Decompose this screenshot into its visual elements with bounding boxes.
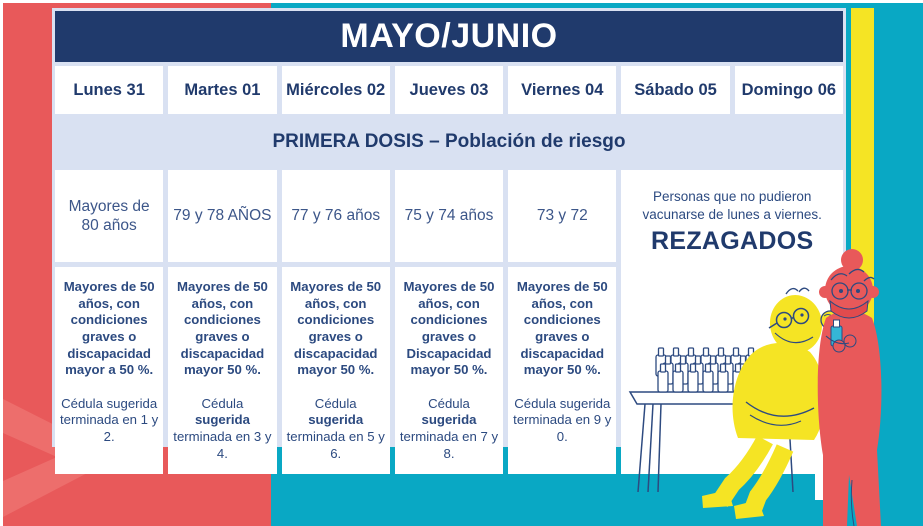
day-header-lunes: Lunes 31 (55, 66, 164, 114)
age-group-cell: 75 y 74 años (394, 170, 504, 262)
day-header-domingo: Domingo 06 (734, 66, 843, 114)
detail-cell: Mayores de 50 años, con condiciones grav… (168, 267, 277, 475)
day-header-viernes: Viernes 04 (508, 66, 617, 114)
age-group-cell: 77 y 76 años (281, 170, 390, 262)
risk-group-text: Mayores de 50 años, con condiciones grav… (403, 279, 495, 378)
detail-cell: Mayores de 50 años, con condiciones grav… (281, 267, 390, 475)
detail-cell: Mayores de 50 años, con condiciones grav… (55, 267, 164, 475)
day-header-sabado: Sábado 05 (621, 66, 730, 114)
rezagados-note: Personas que no pudieron vacunarse de lu… (642, 189, 822, 222)
cedula-text: Cédula sugerida terminada en 9 y 0. (513, 395, 612, 444)
risk-group-text: Mayores de 50 años, con condiciones grav… (63, 279, 155, 378)
age-group-cell: 73 y 72 (508, 170, 617, 262)
nurse-illustration (817, 249, 882, 526)
age-group-cell: 79 y 78 AÑOS (168, 170, 277, 262)
detail-cell: Mayores de 50 años, con condiciones grav… (508, 267, 617, 475)
section-band: PRIMERA DOSIS – Población de riesgo (272, 131, 626, 152)
age-group-cell: Mayores de 80 años (55, 170, 164, 262)
day-header-jueves: Jueves 03 (394, 66, 504, 114)
page-title: MAYO/JUNIO (55, 11, 843, 62)
risk-group-text: Mayores de 50 años, con condiciones grav… (290, 279, 382, 378)
vaccination-schedule-card: MAYO/JUNIO Lunes 31 Martes 01 Miércoles … (52, 8, 846, 475)
day-header-martes: Martes 01 (168, 66, 277, 114)
rezagados-title: REZAGADOS (650, 227, 814, 256)
day-header-miercoles: Miércoles 02 (281, 66, 390, 114)
cedula-text: Cédula sugerida terminada en 5 y 6. (286, 395, 385, 461)
vaccination-illustration-icon (628, 249, 882, 526)
detail-cell: Mayores de 50 años, con condiciones grav… (394, 267, 504, 475)
seated-patient-illustration (702, 287, 840, 519)
cedula-text: Cédula sugerida terminada en 7 y 8. (399, 395, 499, 461)
risk-group-text: Mayores de 50 años, con condiciones grav… (176, 279, 268, 378)
cedula-text: Cédula sugerida terminada en 1 y 2. (60, 395, 159, 444)
risk-group-text: Mayores de 50 años, con condiciones grav… (516, 279, 608, 378)
cedula-text: Cédula sugerida terminada en 3 y 4. (173, 395, 272, 461)
schedule-table: Lunes 31 Martes 01 Miércoles 02 Jueves 0… (55, 66, 843, 475)
